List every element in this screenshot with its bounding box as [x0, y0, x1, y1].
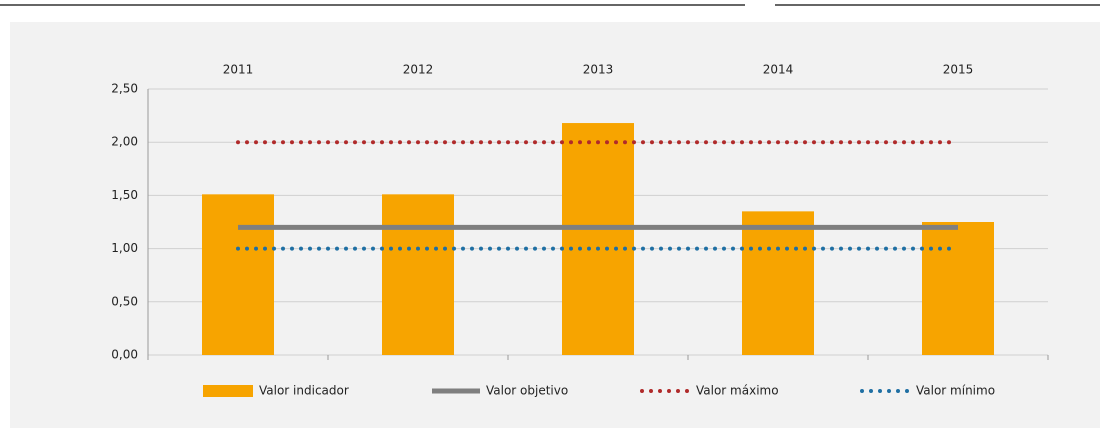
x-tick-label: 2015: [943, 63, 974, 77]
bar: [202, 194, 274, 355]
y-tick-label: 0,00: [111, 348, 138, 362]
x-tick-label: 2013: [583, 63, 614, 77]
x-tick-label: 2014: [763, 63, 794, 77]
legend-label: Valor mínimo: [916, 384, 995, 398]
bar: [922, 222, 994, 355]
legend-label: Valor indicador: [259, 384, 349, 398]
x-tick-label: 2011: [223, 63, 254, 77]
legend-swatch: [203, 385, 253, 397]
y-tick-label: 1,00: [111, 241, 138, 255]
legend-label: Valor objetivo: [486, 384, 568, 398]
bar: [382, 194, 454, 355]
y-tick-label: 0,50: [111, 294, 138, 308]
y-tick-label: 2,00: [111, 135, 138, 149]
bar: [742, 211, 814, 355]
x-tick-label: 2012: [403, 63, 434, 77]
legend-label: Valor máximo: [696, 384, 779, 398]
y-tick-label: 1,50: [111, 188, 138, 202]
y-tick-label: 2,50: [111, 82, 138, 96]
bar: [562, 123, 634, 355]
